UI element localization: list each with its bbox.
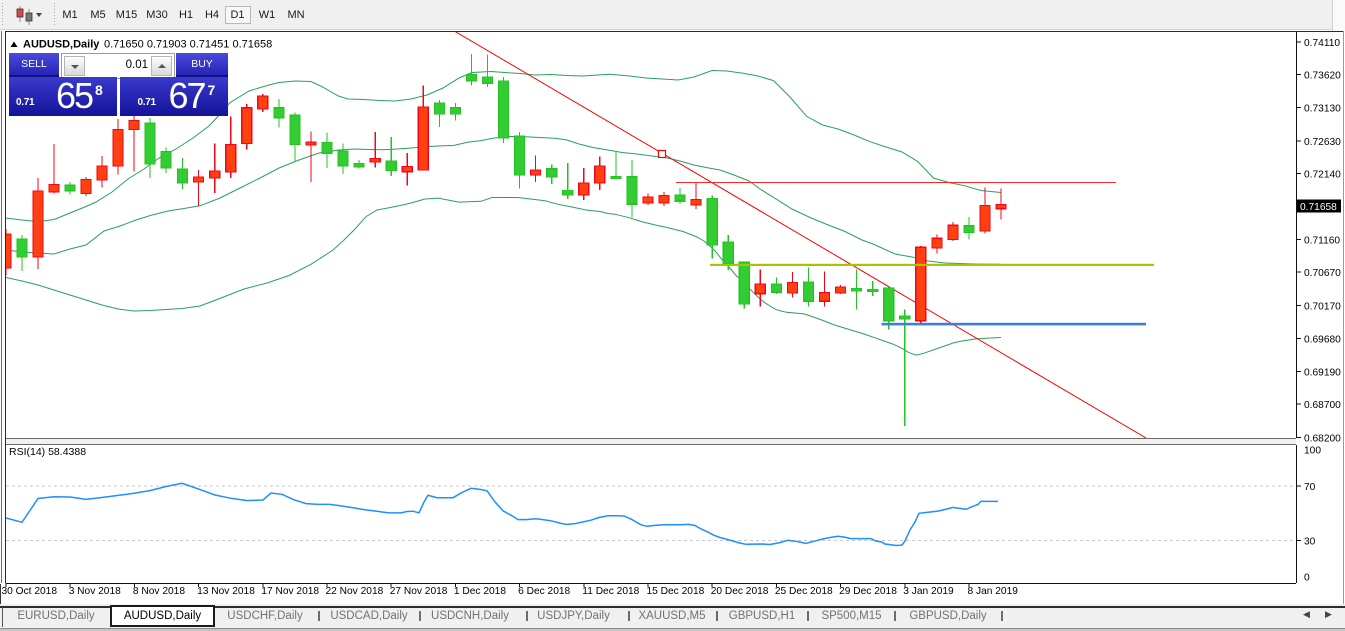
svg-text:3 Nov 2018: 3 Nov 2018	[69, 586, 121, 597]
svg-text:0.69190: 0.69190	[1304, 367, 1341, 378]
svg-text:29 Dec 2018: 29 Dec 2018	[839, 586, 897, 597]
svg-text:17 Nov 2018: 17 Nov 2018	[261, 586, 319, 597]
svg-text:0: 0	[1304, 573, 1310, 584]
svg-text:0.70170: 0.70170	[1304, 302, 1341, 313]
svg-text:RSI(14) 58.4388: RSI(14) 58.4388	[9, 446, 86, 458]
svg-text:100: 100	[1304, 446, 1321, 457]
svg-text:0.72630: 0.72630	[1304, 137, 1341, 148]
svg-text:3 Jan 2019: 3 Jan 2019	[903, 586, 954, 597]
svg-text:0.73620: 0.73620	[1304, 71, 1341, 82]
svg-text:70: 70	[1304, 482, 1316, 493]
svg-text:0.70670: 0.70670	[1304, 268, 1341, 279]
svg-text:0.71658: 0.71658	[1300, 202, 1337, 213]
svg-text:AUDUSD,Daily: AUDUSD,Daily	[23, 39, 100, 51]
svg-text:15 Dec 2018: 15 Dec 2018	[647, 586, 705, 597]
svg-text:8 Jan 2019: 8 Jan 2019	[968, 586, 1019, 597]
svg-text:30 Oct 2018: 30 Oct 2018	[2, 586, 58, 597]
svg-text:22 Nov 2018: 22 Nov 2018	[326, 586, 384, 597]
svg-text:6 Dec 2018: 6 Dec 2018	[518, 586, 570, 597]
svg-text:0.68700: 0.68700	[1304, 400, 1341, 411]
svg-text:1 Dec 2018: 1 Dec 2018	[454, 586, 506, 597]
svg-text:0.73130: 0.73130	[1304, 103, 1341, 114]
svg-text:13 Nov 2018: 13 Nov 2018	[197, 586, 255, 597]
svg-text:0.72140: 0.72140	[1304, 170, 1341, 181]
svg-text:20 Dec 2018: 20 Dec 2018	[711, 586, 769, 597]
svg-text:0.74110: 0.74110	[1304, 38, 1340, 49]
svg-text:0.69680: 0.69680	[1304, 335, 1341, 346]
svg-text:0.68200: 0.68200	[1304, 434, 1341, 445]
svg-text:0.71160: 0.71160	[1304, 235, 1340, 246]
svg-text:11 Dec 2018: 11 Dec 2018	[582, 586, 639, 597]
svg-text:25 Dec 2018: 25 Dec 2018	[775, 586, 833, 597]
svg-text:0.71650 0.71903 0.71451 0.7165: 0.71650 0.71903 0.71451 0.71658	[104, 39, 272, 51]
svg-text:27 Nov 2018: 27 Nov 2018	[390, 586, 448, 597]
svg-text:8 Nov 2018: 8 Nov 2018	[133, 586, 185, 597]
svg-text:30: 30	[1304, 536, 1316, 547]
